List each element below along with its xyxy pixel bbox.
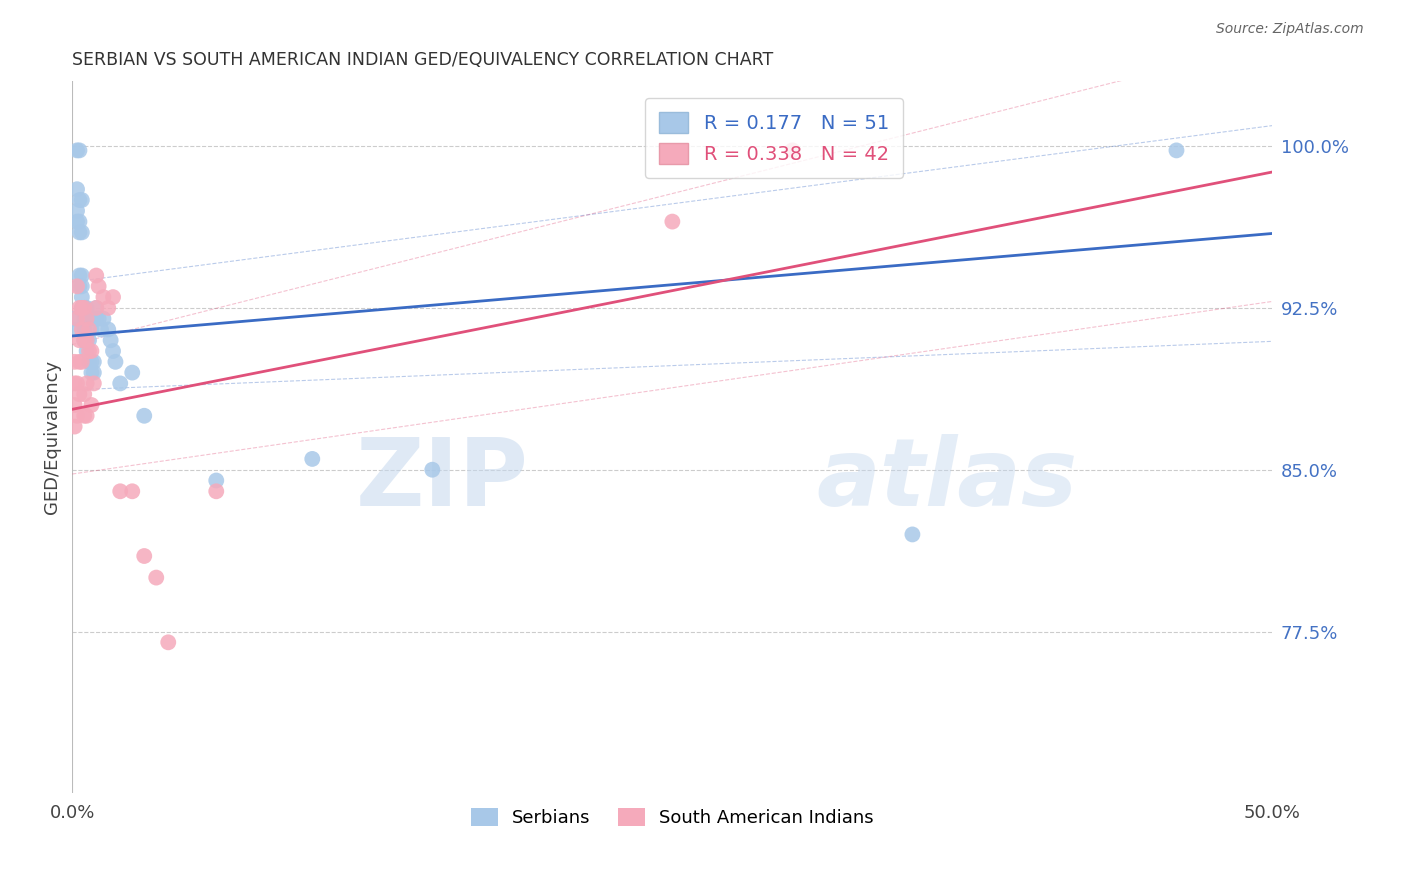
Point <box>66 279 89 293</box>
Point <box>66 311 89 326</box>
Point <box>104 355 127 369</box>
Point <box>83 376 105 391</box>
Point <box>67 279 90 293</box>
Point <box>134 549 156 563</box>
Point <box>420 463 443 477</box>
Point <box>1166 144 1188 158</box>
Point <box>87 279 110 293</box>
Point <box>67 144 90 158</box>
Point <box>63 419 86 434</box>
Point <box>134 409 156 423</box>
Text: atlas: atlas <box>817 434 1077 526</box>
Point <box>63 355 86 369</box>
Point <box>70 279 93 293</box>
Point <box>70 322 93 336</box>
Point <box>70 301 93 315</box>
Point <box>80 398 103 412</box>
Point <box>90 322 112 336</box>
Point <box>66 214 89 228</box>
Point <box>73 301 96 315</box>
Point <box>66 182 89 196</box>
Point <box>93 311 115 326</box>
Point <box>73 387 96 401</box>
Text: Source: ZipAtlas.com: Source: ZipAtlas.com <box>1216 22 1364 37</box>
Point <box>73 322 96 336</box>
Point <box>66 376 89 391</box>
Text: SERBIAN VS SOUTH AMERICAN INDIAN GED/EQUIVALENCY CORRELATION CHART: SERBIAN VS SOUTH AMERICAN INDIAN GED/EQU… <box>72 51 773 69</box>
Point <box>76 344 98 359</box>
Point <box>76 311 98 326</box>
Point <box>84 311 107 326</box>
Point <box>70 226 93 240</box>
Point <box>110 376 132 391</box>
Point <box>80 355 103 369</box>
Point <box>77 355 100 369</box>
Point <box>67 214 90 228</box>
Point <box>782 144 804 158</box>
Point <box>76 333 98 347</box>
Point <box>87 311 110 326</box>
Point <box>67 333 90 347</box>
Y-axis label: GED/Equivalency: GED/Equivalency <box>44 360 60 515</box>
Point <box>76 301 98 315</box>
Point <box>77 311 100 326</box>
Point <box>205 484 228 499</box>
Point <box>83 355 105 369</box>
Point <box>205 474 228 488</box>
Point <box>76 333 98 347</box>
Point <box>73 311 96 326</box>
Point <box>67 193 90 207</box>
Point <box>67 387 90 401</box>
Point <box>70 301 93 315</box>
Point <box>70 290 93 304</box>
Point <box>73 333 96 347</box>
Point <box>301 451 323 466</box>
Point <box>157 635 180 649</box>
Point <box>97 301 120 315</box>
Point <box>83 366 105 380</box>
Point <box>76 311 98 326</box>
Point <box>63 322 86 336</box>
Point <box>70 193 93 207</box>
Point <box>76 376 98 391</box>
Point <box>77 333 100 347</box>
Point <box>80 344 103 359</box>
Point <box>73 301 96 315</box>
Point <box>73 409 96 423</box>
Point <box>80 322 103 336</box>
Point <box>110 484 132 499</box>
Point <box>121 366 143 380</box>
Point <box>73 333 96 347</box>
Point <box>84 268 107 283</box>
Point <box>145 571 167 585</box>
Point <box>63 398 86 412</box>
Point <box>66 203 89 218</box>
Point <box>67 268 90 283</box>
Point <box>901 527 924 541</box>
Point <box>67 301 90 315</box>
Point <box>97 322 120 336</box>
Point <box>84 301 107 315</box>
Point <box>121 484 143 499</box>
Point <box>70 268 93 283</box>
Point <box>67 355 90 369</box>
Legend: Serbians, South American Indians: Serbians, South American Indians <box>464 800 882 834</box>
Point <box>76 409 98 423</box>
Point <box>100 333 122 347</box>
Point <box>70 355 93 369</box>
Point <box>67 226 90 240</box>
Point <box>661 214 683 228</box>
Point <box>66 144 89 158</box>
Point <box>77 322 100 336</box>
Point <box>101 344 124 359</box>
Point <box>80 366 103 380</box>
Point <box>63 311 86 326</box>
Point <box>77 344 100 359</box>
Point <box>66 409 89 423</box>
Text: ZIP: ZIP <box>356 434 529 526</box>
Point <box>84 301 107 315</box>
Point <box>63 376 86 391</box>
Point <box>93 290 115 304</box>
Point <box>101 290 124 304</box>
